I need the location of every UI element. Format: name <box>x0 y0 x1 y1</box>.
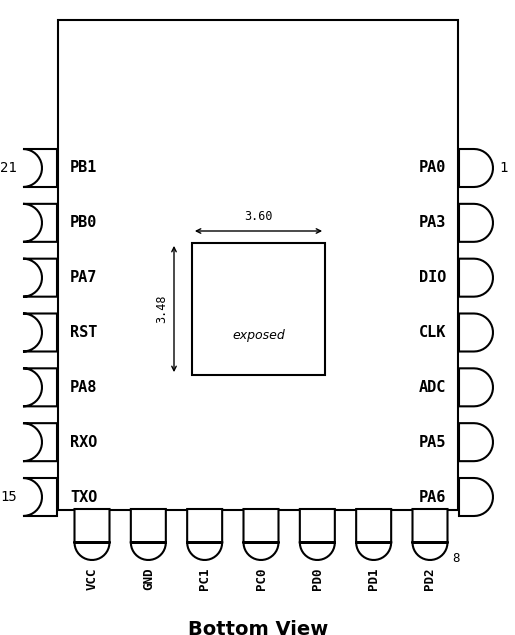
Text: exposed: exposed <box>232 329 285 342</box>
Text: PC1: PC1 <box>198 568 211 591</box>
Polygon shape <box>459 258 493 297</box>
Text: PA3: PA3 <box>419 215 446 231</box>
Text: 3.48: 3.48 <box>155 295 168 323</box>
Polygon shape <box>23 258 57 297</box>
Text: PA6: PA6 <box>419 490 446 504</box>
Polygon shape <box>413 509 448 560</box>
Polygon shape <box>75 509 110 560</box>
Polygon shape <box>459 149 493 187</box>
Polygon shape <box>300 509 335 560</box>
Bar <box>192 243 325 375</box>
Text: PB1: PB1 <box>70 161 97 175</box>
Polygon shape <box>244 509 279 560</box>
Polygon shape <box>459 368 493 406</box>
Text: CLK: CLK <box>419 325 446 340</box>
Polygon shape <box>356 509 391 560</box>
Bar <box>58 20 458 510</box>
Text: PD1: PD1 <box>367 568 380 591</box>
Text: ADC: ADC <box>419 380 446 395</box>
Polygon shape <box>23 149 57 187</box>
Text: PD0: PD0 <box>311 568 324 591</box>
Text: 15: 15 <box>0 490 17 504</box>
Text: PA8: PA8 <box>70 380 97 395</box>
Polygon shape <box>23 478 57 516</box>
Text: Bottom View: Bottom View <box>188 620 328 635</box>
Text: RXO: RXO <box>70 435 97 450</box>
Polygon shape <box>23 368 57 406</box>
Text: VCC: VCC <box>85 568 98 591</box>
Text: PA7: PA7 <box>70 270 97 285</box>
Polygon shape <box>459 423 493 461</box>
Polygon shape <box>23 423 57 461</box>
Text: RST: RST <box>70 325 97 340</box>
Text: GND: GND <box>142 568 155 591</box>
Polygon shape <box>23 204 57 242</box>
Text: PA5: PA5 <box>419 435 446 450</box>
Polygon shape <box>131 509 166 560</box>
Text: 8: 8 <box>453 552 460 565</box>
Text: PC0: PC0 <box>254 568 267 591</box>
Text: PB0: PB0 <box>70 215 97 231</box>
Polygon shape <box>187 509 222 560</box>
Text: 21: 21 <box>0 161 17 175</box>
Polygon shape <box>459 314 493 352</box>
Polygon shape <box>459 478 493 516</box>
Text: TXO: TXO <box>70 490 97 504</box>
Polygon shape <box>23 314 57 352</box>
Text: PD2: PD2 <box>423 568 437 591</box>
Text: 3.60: 3.60 <box>244 210 273 223</box>
Text: PA0: PA0 <box>419 161 446 175</box>
Text: 1: 1 <box>499 161 507 175</box>
Polygon shape <box>459 204 493 242</box>
Text: DIO: DIO <box>419 270 446 285</box>
